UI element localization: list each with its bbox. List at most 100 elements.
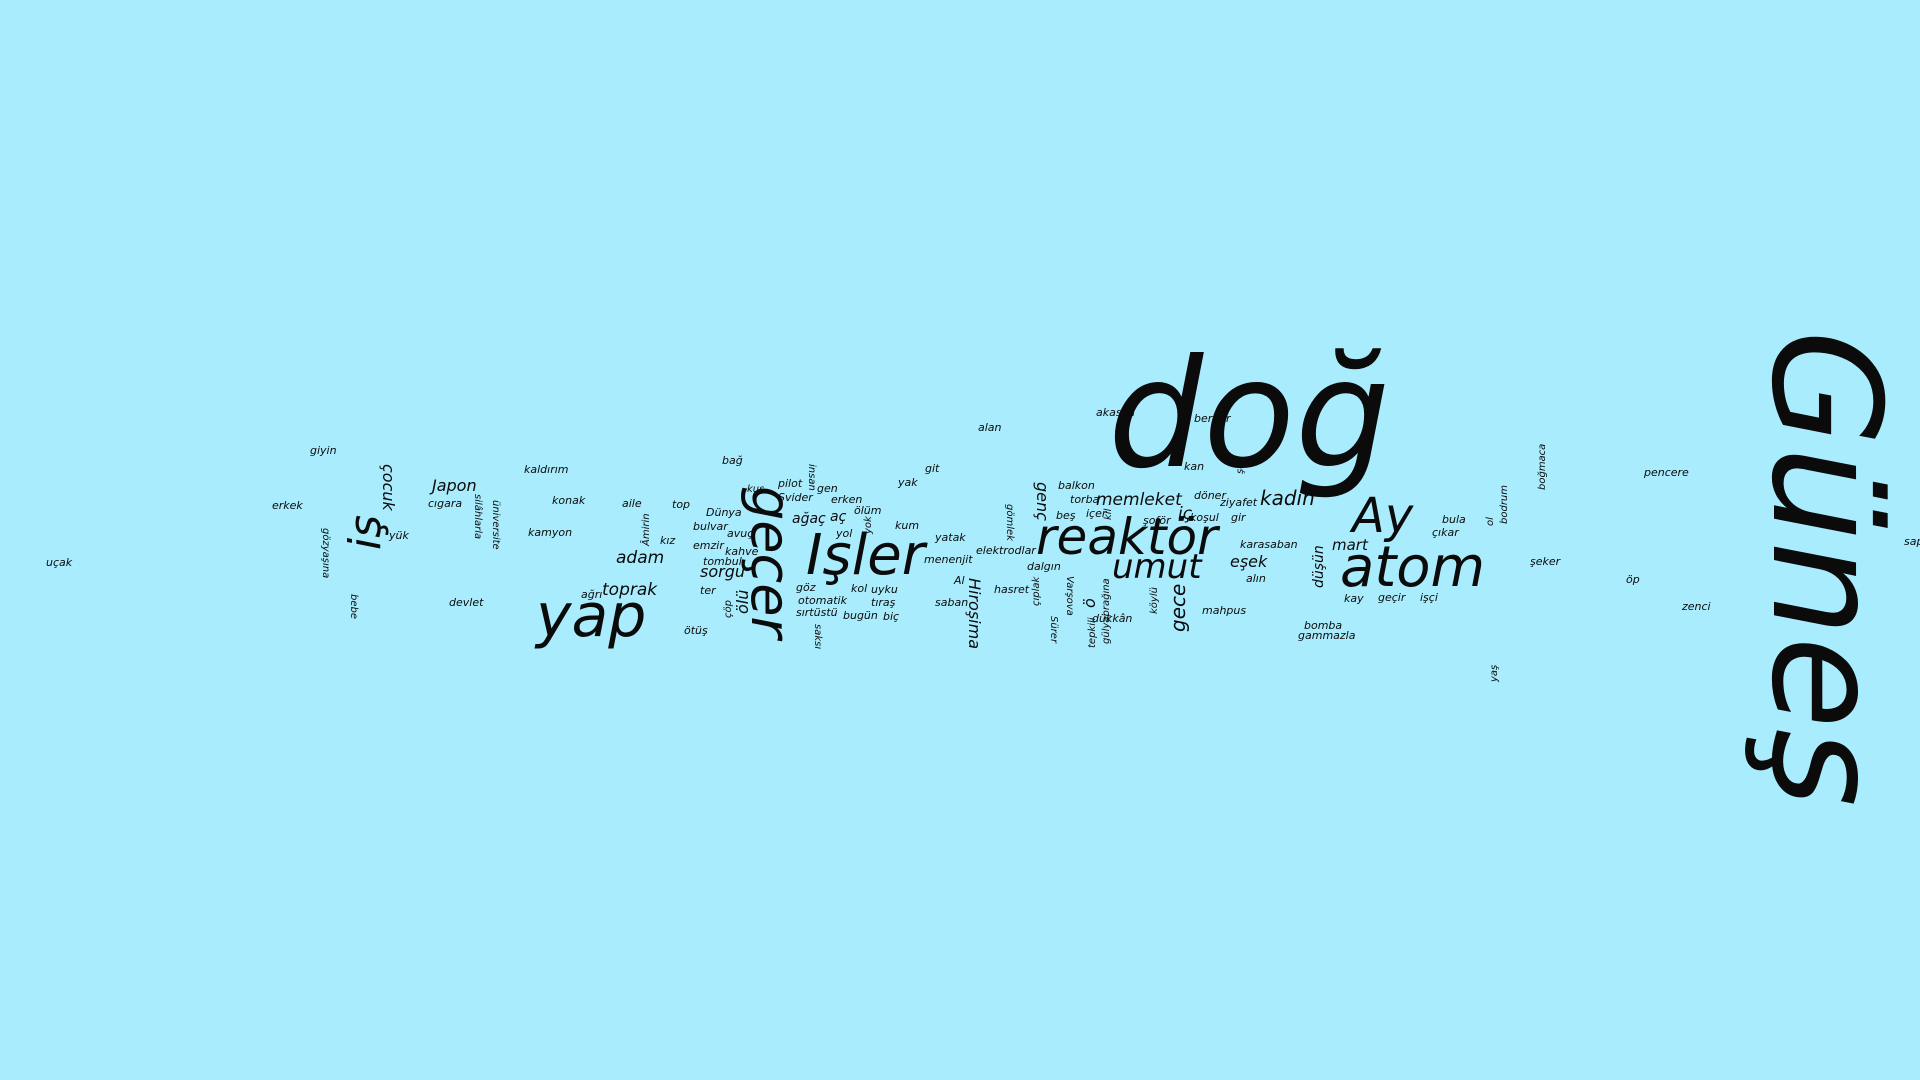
word-gecer: geçer [739,486,802,639]
word-gozyasina: gözyaşına [320,528,331,579]
word-ucak: uçak [46,556,73,569]
word-sorgu: sorgu [700,562,745,581]
word-kadin: kadın [1260,486,1315,510]
word-giyin: giyin [310,444,337,457]
word-otus: ötüş [684,624,708,637]
word-goz: göz [796,581,816,594]
word-ol: ol [1485,517,1496,526]
word-umut: umut [1112,547,1202,587]
word-erken: erken [831,493,863,506]
word-pencere: pencere [1644,466,1689,479]
word-yap: yap [536,581,647,651]
word-yol: yol [836,527,853,540]
word-surer: Sürer [1048,616,1059,644]
word-esek: eşek [1230,552,1268,571]
word-ac: aç [830,509,847,525]
word-balkon: balkon [1058,479,1095,492]
word-insan: insan [806,464,817,491]
word-kol: kol [851,582,868,595]
word-hasret: hasret [994,583,1030,596]
word-tiras: tıraş [871,596,896,609]
word-bebe: bebe [348,594,359,619]
word-akasya: akasya [1096,406,1135,419]
word-o: ö [1080,598,1099,608]
word-bugun: bugün [843,609,878,622]
word-kaldirim: kaldırım [524,463,569,476]
word-amirin: Âmirin [641,513,652,546]
word-gecir: geçir [1378,591,1406,604]
word-gen: gen [817,482,838,495]
word-hirosima: Hiroşima [965,578,984,650]
word-bogmaca: boğmaca [1537,443,1548,490]
word-adam: adam [616,548,665,568]
word-agac: ağaç [792,511,826,527]
word-aile: aile [622,497,642,510]
word-cocuk: çocuk [379,464,398,511]
word-ciplak: çıplak [1031,576,1042,606]
word-alin: alın [1246,572,1266,585]
word-saksi: saksı [812,624,823,650]
word-kan: kan [1184,460,1205,473]
word-japon: Japon [432,476,477,495]
word-memleket: memleket [1096,490,1182,510]
word-dusun: düşün [1311,545,1327,588]
word-universite: üniversite [490,500,501,550]
word-genc: genç [1033,482,1052,521]
word-cikar: çıkar [1432,526,1459,539]
word-konak: konak [552,494,586,507]
word-kil: kıl [1103,508,1114,520]
word-reaktor: reaktör [1036,508,1218,566]
word-toprak: toprak [602,580,658,600]
word-kay: kay [1344,592,1364,605]
word-sofor: şoför [1143,514,1171,527]
word-icer: içer [1086,507,1107,520]
word-cigara: cıgara [428,497,463,510]
word-dalgin: dalgın [1027,560,1061,573]
word-cop: çöp [723,600,734,618]
word-gomlek: gömlek [1004,504,1015,541]
word-silahlarla: silâhlarla [472,494,483,540]
word-olum: ölüm [854,504,882,517]
word-torba: torba [1070,493,1100,506]
word-bomba: bomba [1304,619,1343,632]
word-yak: yak [898,476,918,489]
word-devlet: devlet [449,596,484,609]
word-otomatik: otomatik [798,594,847,607]
word-bes: beş [1056,509,1076,522]
word-op: öp [1626,573,1640,586]
word-bodrum: bodrum [1499,484,1510,524]
word-dunya: Dünya [706,506,742,519]
word-kahve: kahve [725,545,759,558]
word-gunes: Güneş [1738,330,1912,807]
word-alan: alan [978,421,1002,434]
word-berber: berber [1194,412,1231,425]
word-isler: Işler [806,523,925,588]
word-dog: doğ [1108,328,1391,502]
word-koylu: köylü [1149,587,1160,614]
word-git: git [925,462,940,475]
word-ter: ter [700,584,716,597]
word-elektrodlar: elektrodlar [976,544,1036,557]
word-kamyon: kamyon [528,526,573,539]
word-agri: ağrı [581,588,603,601]
word-kus: kuş [747,484,765,495]
word-menenjit: menenjit [924,553,973,566]
word-saban: saban [935,596,969,609]
word-emzir: emzir [693,539,724,552]
word-varsova: Varşova [1064,576,1075,616]
word-is: iş [340,514,391,550]
word-sirtustu: sırtüstü [796,606,838,619]
word-kosul: koşul [1190,511,1219,524]
word-mahpus: mahpus [1202,604,1247,617]
word-isci: işçi [1420,591,1438,604]
word-ic: iç [1178,504,1193,524]
word-zenci: zenci [1682,600,1711,613]
word-yuk: yük [389,529,409,542]
word-kiz: kız [660,534,676,547]
word-svider: Şvider [778,491,813,504]
word-yas: yaş [1489,664,1500,682]
word-karasaban: karasaban [1240,538,1298,551]
word-bag: bağ [722,454,743,467]
word-gir: gir [1231,511,1246,524]
